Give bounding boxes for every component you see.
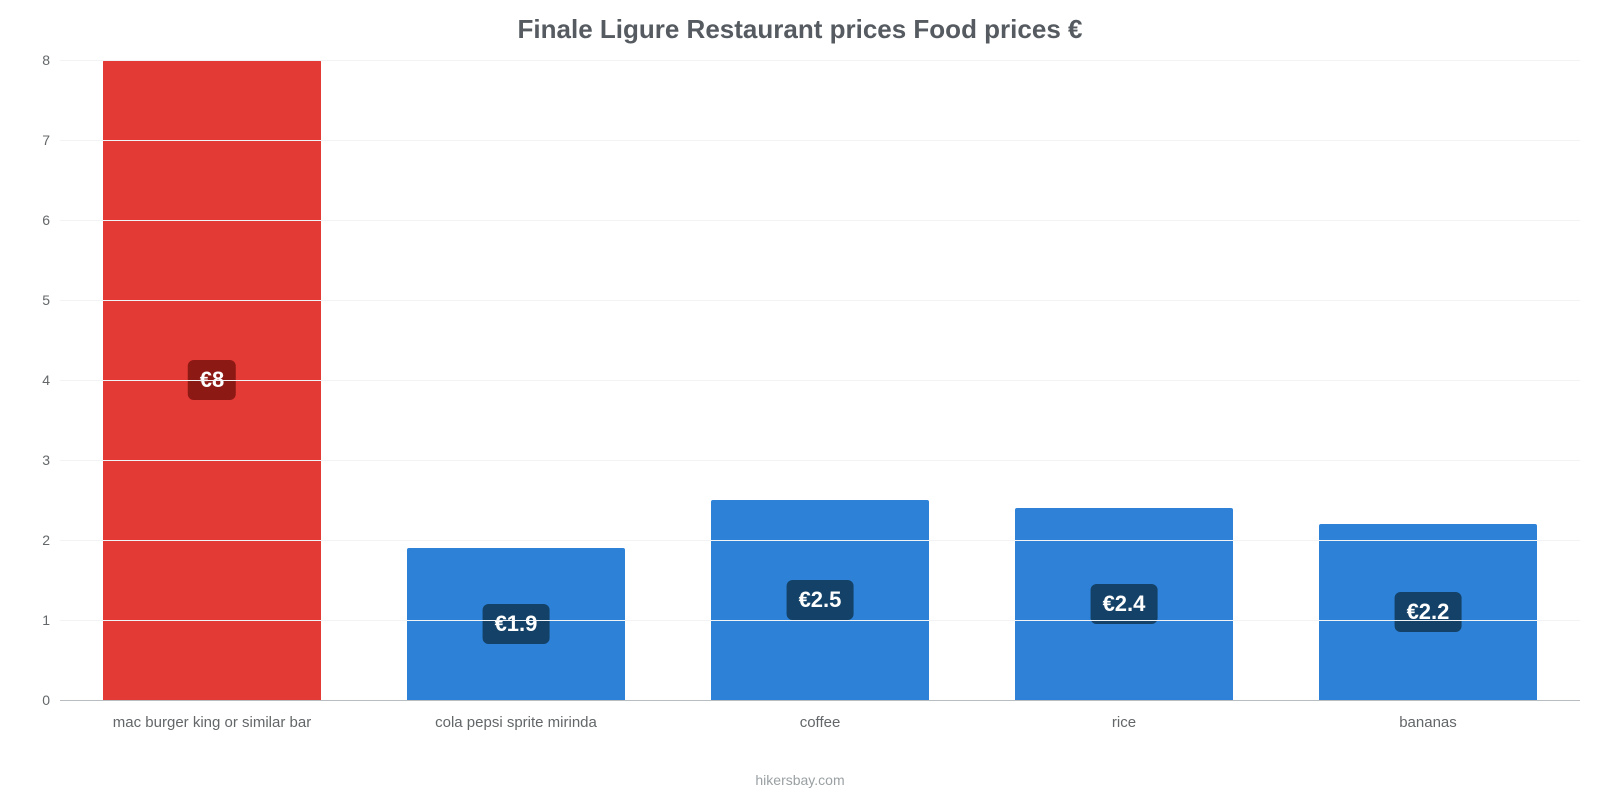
price-bar-chart: Finale Ligure Restaurant prices Food pri… — [0, 0, 1600, 800]
bar: €2.5 — [711, 500, 930, 700]
gridline — [60, 300, 1580, 301]
y-tick-label: 2 — [42, 532, 50, 548]
y-tick-label: 1 — [42, 612, 50, 628]
bar-value-label: €2.5 — [787, 580, 854, 620]
plot-area: €8€1.9€2.5€2.4€2.2 012345678 — [60, 60, 1580, 700]
gridline — [60, 220, 1580, 221]
x-axis-label: cola pepsi sprite mirinda — [435, 714, 597, 731]
x-axis-label: mac burger king or similar bar — [113, 714, 311, 731]
x-axis-label: coffee — [800, 714, 841, 731]
y-tick-label: 7 — [42, 132, 50, 148]
gridline — [60, 60, 1580, 61]
bar: €2.4 — [1015, 508, 1234, 700]
bar-value-label: €2.4 — [1091, 584, 1158, 624]
chart-title: Finale Ligure Restaurant prices Food pri… — [0, 0, 1600, 45]
y-tick-label: 8 — [42, 52, 50, 68]
x-axis-label: rice — [1112, 714, 1136, 731]
gridline — [60, 140, 1580, 141]
x-axis-label: bananas — [1399, 714, 1457, 731]
bar-value-label: €2.2 — [1395, 592, 1462, 632]
y-tick-label: 3 — [42, 452, 50, 468]
bar: €1.9 — [407, 548, 626, 700]
chart-source: hikersbay.com — [0, 772, 1600, 788]
y-tick-label: 4 — [42, 372, 50, 388]
gridline — [60, 460, 1580, 461]
gridline — [60, 620, 1580, 621]
bar-value-label: €1.9 — [483, 604, 550, 644]
x-axis-labels: mac burger king or similar bar cola pepsi… — [60, 700, 1580, 750]
y-tick-label: 5 — [42, 292, 50, 308]
gridline — [60, 380, 1580, 381]
y-tick-label: 6 — [42, 212, 50, 228]
bar: €2.2 — [1319, 524, 1538, 700]
gridline — [60, 540, 1580, 541]
y-tick-label: 0 — [42, 692, 50, 708]
